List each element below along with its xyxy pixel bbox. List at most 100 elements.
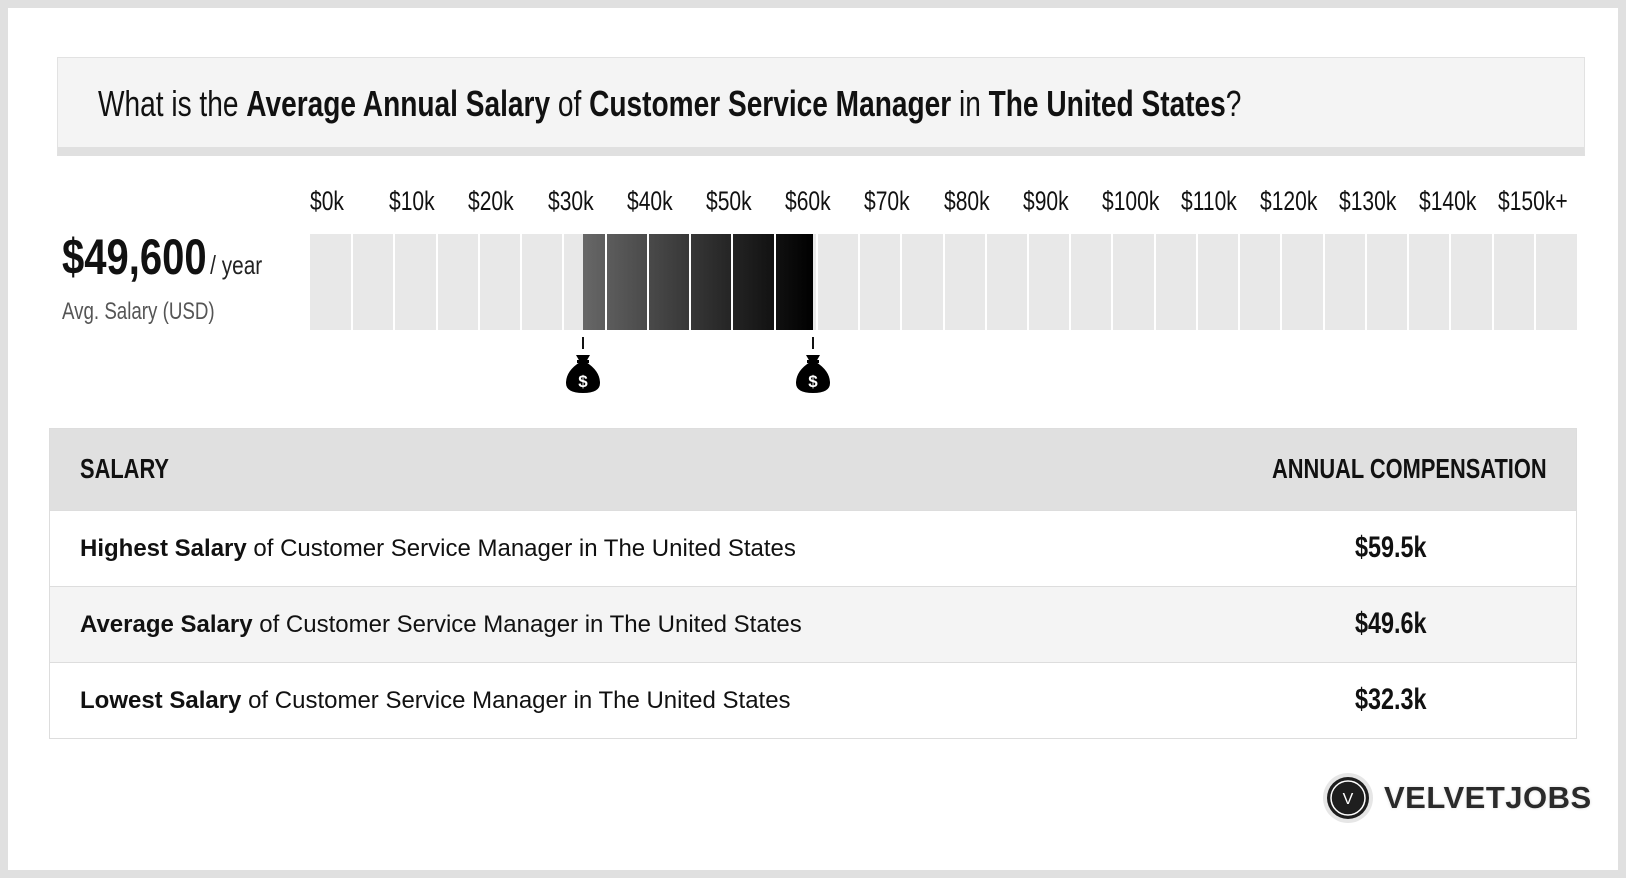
segment-divider <box>942 234 945 330</box>
tick-label: $110k <box>1181 186 1237 216</box>
x-axis-ticks: $0k $10k $20k $30k $40k $50k $60k $70k $80k $90k $… <box>310 186 1577 226</box>
segment-divider <box>1238 234 1241 330</box>
row-value: $59.5k <box>1355 531 1427 564</box>
row-text: of Customer Service Manager in The Unite… <box>241 687 791 714</box>
row-label: Average Salary <box>80 611 253 638</box>
average-value: $49,600 <box>62 229 207 285</box>
row-label: Highest Salary <box>80 535 247 562</box>
segment-divider <box>520 234 523 330</box>
marker-line <box>581 337 584 349</box>
segment-divider <box>351 234 354 330</box>
segment-divider <box>1111 234 1114 330</box>
bar-segment <box>943 234 986 330</box>
bar-segment <box>1408 234 1451 330</box>
header-annual-compensation: ANNUAL COMPENSATION <box>1272 453 1547 484</box>
bar-segment <box>985 234 1028 330</box>
average-label: Avg. Salary (USD) <box>62 298 215 325</box>
table-row-average: Average Salary of Customer Service Manag… <box>50 586 1576 662</box>
marker-line <box>811 337 814 349</box>
svg-text:V: V <box>1343 791 1354 808</box>
tick-label: $120k <box>1260 186 1318 216</box>
bar-segment <box>1492 234 1535 330</box>
segment-divider <box>1322 234 1325 330</box>
bar-segment <box>1281 234 1324 330</box>
bar-segment <box>1323 234 1366 330</box>
segment-divider <box>773 234 776 330</box>
tick-label: $100k <box>1101 186 1160 216</box>
row-value: $49.6k <box>1355 607 1427 640</box>
bar-segment <box>1154 234 1197 330</box>
title-of: of <box>550 83 590 124</box>
svg-text:$: $ <box>808 372 818 391</box>
tick-label: $140k <box>1418 186 1477 216</box>
money-bag-icon: $ <box>565 355 600 393</box>
money-bag-icon: $ <box>795 355 830 393</box>
tick-label: $50k <box>705 186 752 216</box>
salary-range-bar <box>310 234 1577 330</box>
tick-label: $150k+ <box>1497 186 1568 216</box>
segment-divider <box>1364 234 1367 330</box>
high-marker: $ <box>793 337 833 400</box>
bar-segment <box>1112 234 1155 330</box>
bar-segment <box>394 234 437 330</box>
title-prefix: What is the <box>98 83 247 124</box>
segment-divider <box>858 234 861 330</box>
bar-segment <box>436 234 479 330</box>
segment-divider <box>984 234 987 330</box>
table-row-lowest: Lowest Salary of Customer Service Manage… <box>50 662 1576 738</box>
segment-divider <box>604 234 607 330</box>
segment-divider <box>646 234 649 330</box>
bar-segment <box>1027 234 1071 330</box>
segment-divider <box>900 234 903 330</box>
salary-table: SALARY ANNUAL COMPENSATION Highest Salar… <box>49 428 1577 739</box>
bar-segment <box>1365 234 1409 330</box>
logo-text: VELVETJOBS <box>1384 780 1592 815</box>
tick-label: $0k <box>310 186 344 216</box>
per-year-label: / year <box>210 250 263 280</box>
row-text: of Customer Service Manager in The Unite… <box>246 535 796 562</box>
segment-divider <box>393 234 396 330</box>
segment-divider <box>1449 234 1452 330</box>
bar-segment <box>310 234 353 330</box>
bar-segment <box>1534 234 1577 330</box>
velvetjobs-logo-icon: V <box>1323 773 1373 823</box>
velvetjobs-logo[interactable]: V VELVETJOBS <box>1322 772 1592 824</box>
segment-divider <box>1407 234 1410 330</box>
row-text: of Customer Service Manager in The Unite… <box>252 611 802 638</box>
tick-label: $80k <box>943 186 990 216</box>
bar-segment <box>1196 234 1240 330</box>
segment-divider <box>1026 234 1029 330</box>
tick-label: $130k <box>1339 186 1397 216</box>
bar-segment <box>1450 234 1493 330</box>
bar-segment <box>478 234 522 330</box>
title-suffix: ? <box>1225 83 1242 124</box>
table-row-highest: Highest Salary of Customer Service Manag… <box>50 510 1576 586</box>
title-location: The United States <box>988 83 1226 124</box>
tick-label: $10k <box>389 186 435 216</box>
header-salary: SALARY <box>80 453 169 484</box>
bar-segment <box>521 234 564 330</box>
segment-divider <box>1491 234 1494 330</box>
segment-divider <box>477 234 480 330</box>
bar-segment <box>352 234 395 330</box>
segment-divider <box>562 234 565 330</box>
question-title: What is the Average Annual Salary of Cus… <box>98 83 1241 125</box>
bar-segment <box>1239 234 1282 330</box>
tick-label: $30k <box>547 186 594 216</box>
tick-label: $60k <box>785 186 831 216</box>
tick-label: $90k <box>1022 186 1069 216</box>
table-header: SALARY ANNUAL COMPENSATION <box>50 429 1576 510</box>
segment-divider <box>1069 234 1072 330</box>
title-job: Customer Service Manager <box>589 83 952 124</box>
tick-label: $70k <box>864 186 910 216</box>
segment-divider <box>1153 234 1156 330</box>
average-summary: $49,600 / year Avg. Salary (USD) <box>62 228 312 325</box>
row-value: $32.3k <box>1355 683 1427 716</box>
segment-divider <box>731 234 734 330</box>
bar-segment <box>816 234 860 330</box>
tick-label: $40k <box>626 186 673 216</box>
segment-divider <box>1280 234 1283 330</box>
tick-label: $20k <box>468 186 515 216</box>
svg-text:$: $ <box>578 372 588 391</box>
bar-segment <box>901 234 944 330</box>
